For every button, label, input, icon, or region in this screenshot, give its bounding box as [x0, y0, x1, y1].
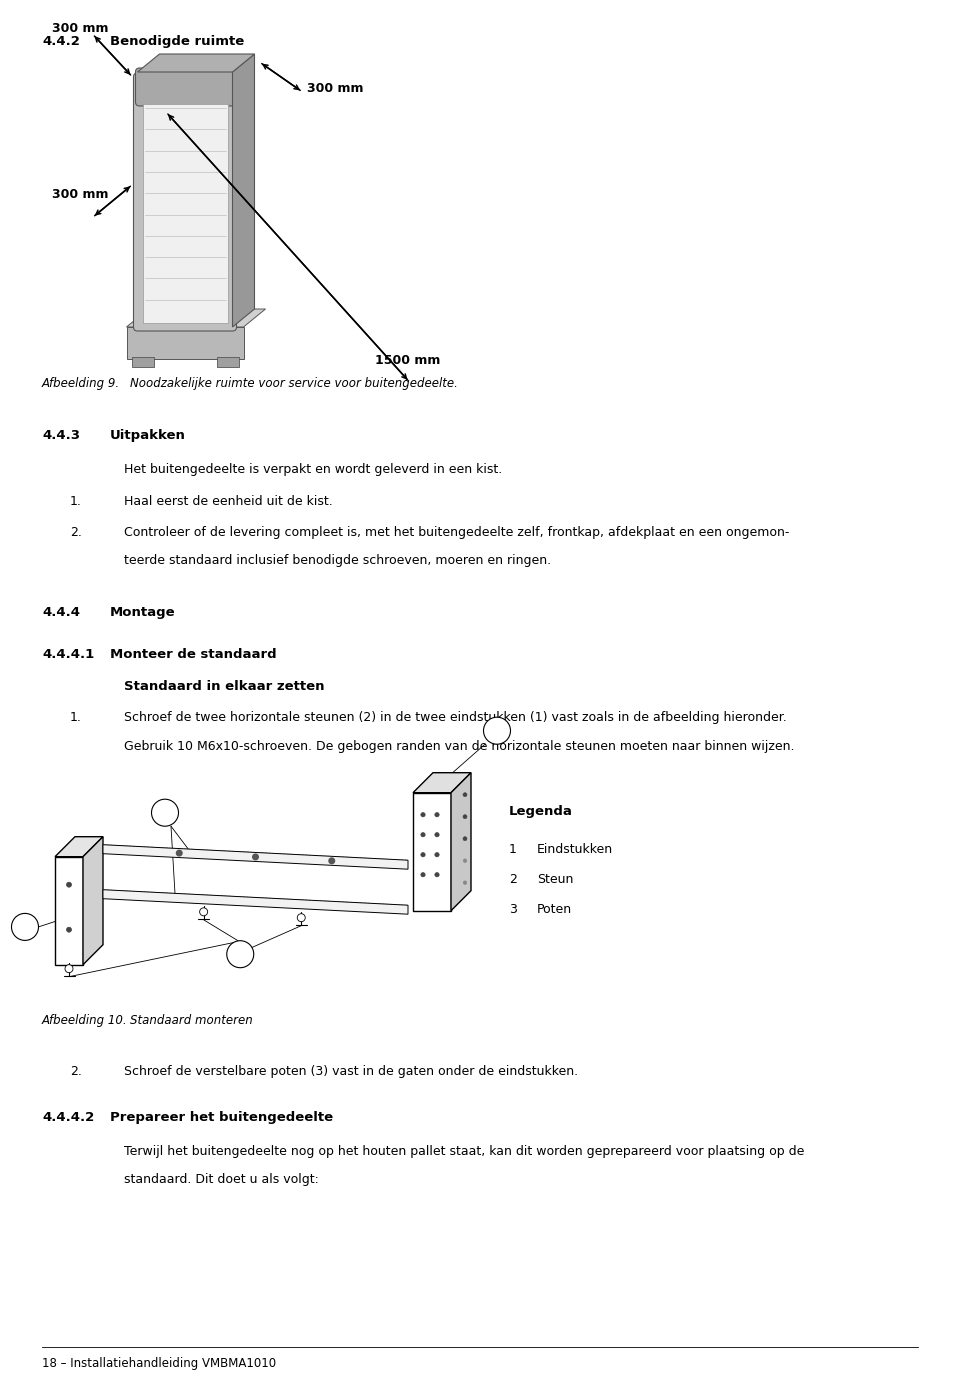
- Text: Standaard in elkaar zetten: Standaard in elkaar zetten: [124, 680, 324, 693]
- Text: Monteer de standaard: Monteer de standaard: [110, 649, 276, 661]
- Polygon shape: [451, 772, 471, 910]
- Text: Standaard monteren: Standaard monteren: [130, 1013, 252, 1027]
- Circle shape: [435, 852, 439, 856]
- Text: 2: 2: [161, 808, 168, 818]
- Circle shape: [65, 965, 73, 972]
- Text: standaard. Dit doet u als volgt:: standaard. Dit doet u als volgt:: [124, 1173, 319, 1187]
- Polygon shape: [103, 890, 408, 914]
- Polygon shape: [83, 837, 103, 965]
- Circle shape: [66, 883, 71, 887]
- Text: 1: 1: [493, 726, 500, 735]
- Circle shape: [329, 858, 334, 863]
- Text: 4.4.4: 4.4.4: [42, 606, 80, 618]
- Circle shape: [484, 717, 511, 744]
- Circle shape: [435, 833, 439, 837]
- Text: Noodzakelijke ruimte voor service voor buitengedeelte.: Noodzakelijke ruimte voor service voor b…: [130, 377, 458, 390]
- Text: 3: 3: [237, 949, 244, 960]
- Text: Het buitengedeelte is verpakt en wordt geleverd in een kist.: Het buitengedeelte is verpakt en wordt g…: [124, 463, 502, 476]
- Circle shape: [420, 852, 425, 856]
- Bar: [142, 105, 228, 324]
- Text: Uitpakken: Uitpakken: [110, 430, 186, 442]
- Circle shape: [12, 913, 38, 940]
- Text: 4.4.4.2: 4.4.4.2: [42, 1111, 94, 1124]
- Text: teerde standaard inclusief benodigde schroeven, moeren en ringen.: teerde standaard inclusief benodigde sch…: [124, 555, 551, 567]
- Circle shape: [152, 799, 179, 826]
- Circle shape: [435, 873, 439, 877]
- Circle shape: [252, 854, 258, 859]
- FancyBboxPatch shape: [133, 73, 236, 330]
- Circle shape: [435, 812, 439, 817]
- Circle shape: [420, 873, 425, 877]
- Polygon shape: [127, 326, 244, 359]
- Text: 1500 mm: 1500 mm: [374, 354, 440, 368]
- Text: Haal eerst de eenheid uit de kist.: Haal eerst de eenheid uit de kist.: [124, 494, 333, 508]
- Text: 1.: 1.: [70, 494, 82, 508]
- Circle shape: [200, 907, 207, 916]
- FancyBboxPatch shape: [135, 67, 234, 106]
- Text: 3: 3: [509, 903, 516, 916]
- Text: Afbeelding 9.: Afbeelding 9.: [42, 377, 120, 390]
- Circle shape: [420, 833, 425, 837]
- Polygon shape: [413, 793, 451, 910]
- Polygon shape: [55, 837, 103, 856]
- Text: Legenda: Legenda: [509, 804, 573, 818]
- Text: Steun: Steun: [537, 873, 573, 885]
- Text: 300 mm: 300 mm: [53, 187, 109, 201]
- Circle shape: [463, 837, 467, 841]
- Text: Eindstukken: Eindstukken: [537, 843, 613, 855]
- Polygon shape: [413, 772, 471, 793]
- Polygon shape: [232, 54, 254, 326]
- Text: 2: 2: [509, 873, 516, 885]
- Text: Gebruik 10 M6x10-schroeven. De gebogen randen van de horizontale steunen moeten : Gebruik 10 M6x10-schroeven. De gebogen r…: [124, 739, 795, 753]
- Circle shape: [463, 815, 467, 819]
- Text: Montage: Montage: [110, 606, 176, 618]
- Polygon shape: [103, 844, 408, 869]
- Circle shape: [420, 812, 425, 817]
- Text: Schroef de verstelbare poten (3) vast in de gaten onder de eindstukken.: Schroef de verstelbare poten (3) vast in…: [124, 1064, 578, 1078]
- Circle shape: [298, 914, 305, 921]
- Text: Controleer of de levering compleet is, met het buitengedeelte zelf, frontkap, af: Controleer of de levering compleet is, m…: [124, 526, 789, 538]
- Text: 2.: 2.: [70, 526, 82, 538]
- Text: Poten: Poten: [537, 903, 572, 916]
- Text: 1: 1: [22, 921, 28, 932]
- Text: Schroef de twee horizontale steunen (2) in de twee eindstukken (1) vast zoals in: Schroef de twee horizontale steunen (2) …: [124, 711, 787, 724]
- Text: 4.4.2: 4.4.2: [42, 34, 80, 48]
- Text: 18 – Installatiehandleiding VMBMA1010: 18 – Installatiehandleiding VMBMA1010: [42, 1356, 276, 1370]
- Polygon shape: [137, 54, 254, 72]
- Text: 4.4.4.1: 4.4.4.1: [42, 649, 94, 661]
- Bar: [217, 357, 238, 368]
- Text: Terwijl het buitengedeelte nog op het houten pallet staat, kan dit worden geprep: Terwijl het buitengedeelte nog op het ho…: [124, 1144, 804, 1158]
- Polygon shape: [55, 856, 83, 965]
- Text: 300 mm: 300 mm: [53, 22, 109, 34]
- Text: 2.: 2.: [70, 1064, 82, 1078]
- Text: 4.4.3: 4.4.3: [42, 430, 80, 442]
- Circle shape: [463, 793, 467, 797]
- Bar: [132, 357, 154, 368]
- Text: 300 mm: 300 mm: [306, 83, 363, 95]
- Circle shape: [227, 940, 253, 968]
- Text: Prepareer het buitengedeelte: Prepareer het buitengedeelte: [110, 1111, 333, 1124]
- Text: Afbeelding 10.: Afbeelding 10.: [42, 1013, 128, 1027]
- Circle shape: [66, 927, 71, 932]
- Circle shape: [177, 850, 182, 856]
- Text: 1.: 1.: [70, 711, 82, 724]
- Circle shape: [464, 859, 467, 862]
- Text: Benodigde ruimte: Benodigde ruimte: [110, 34, 244, 48]
- Text: 1: 1: [509, 843, 516, 855]
- Polygon shape: [127, 308, 266, 326]
- Circle shape: [464, 881, 467, 884]
